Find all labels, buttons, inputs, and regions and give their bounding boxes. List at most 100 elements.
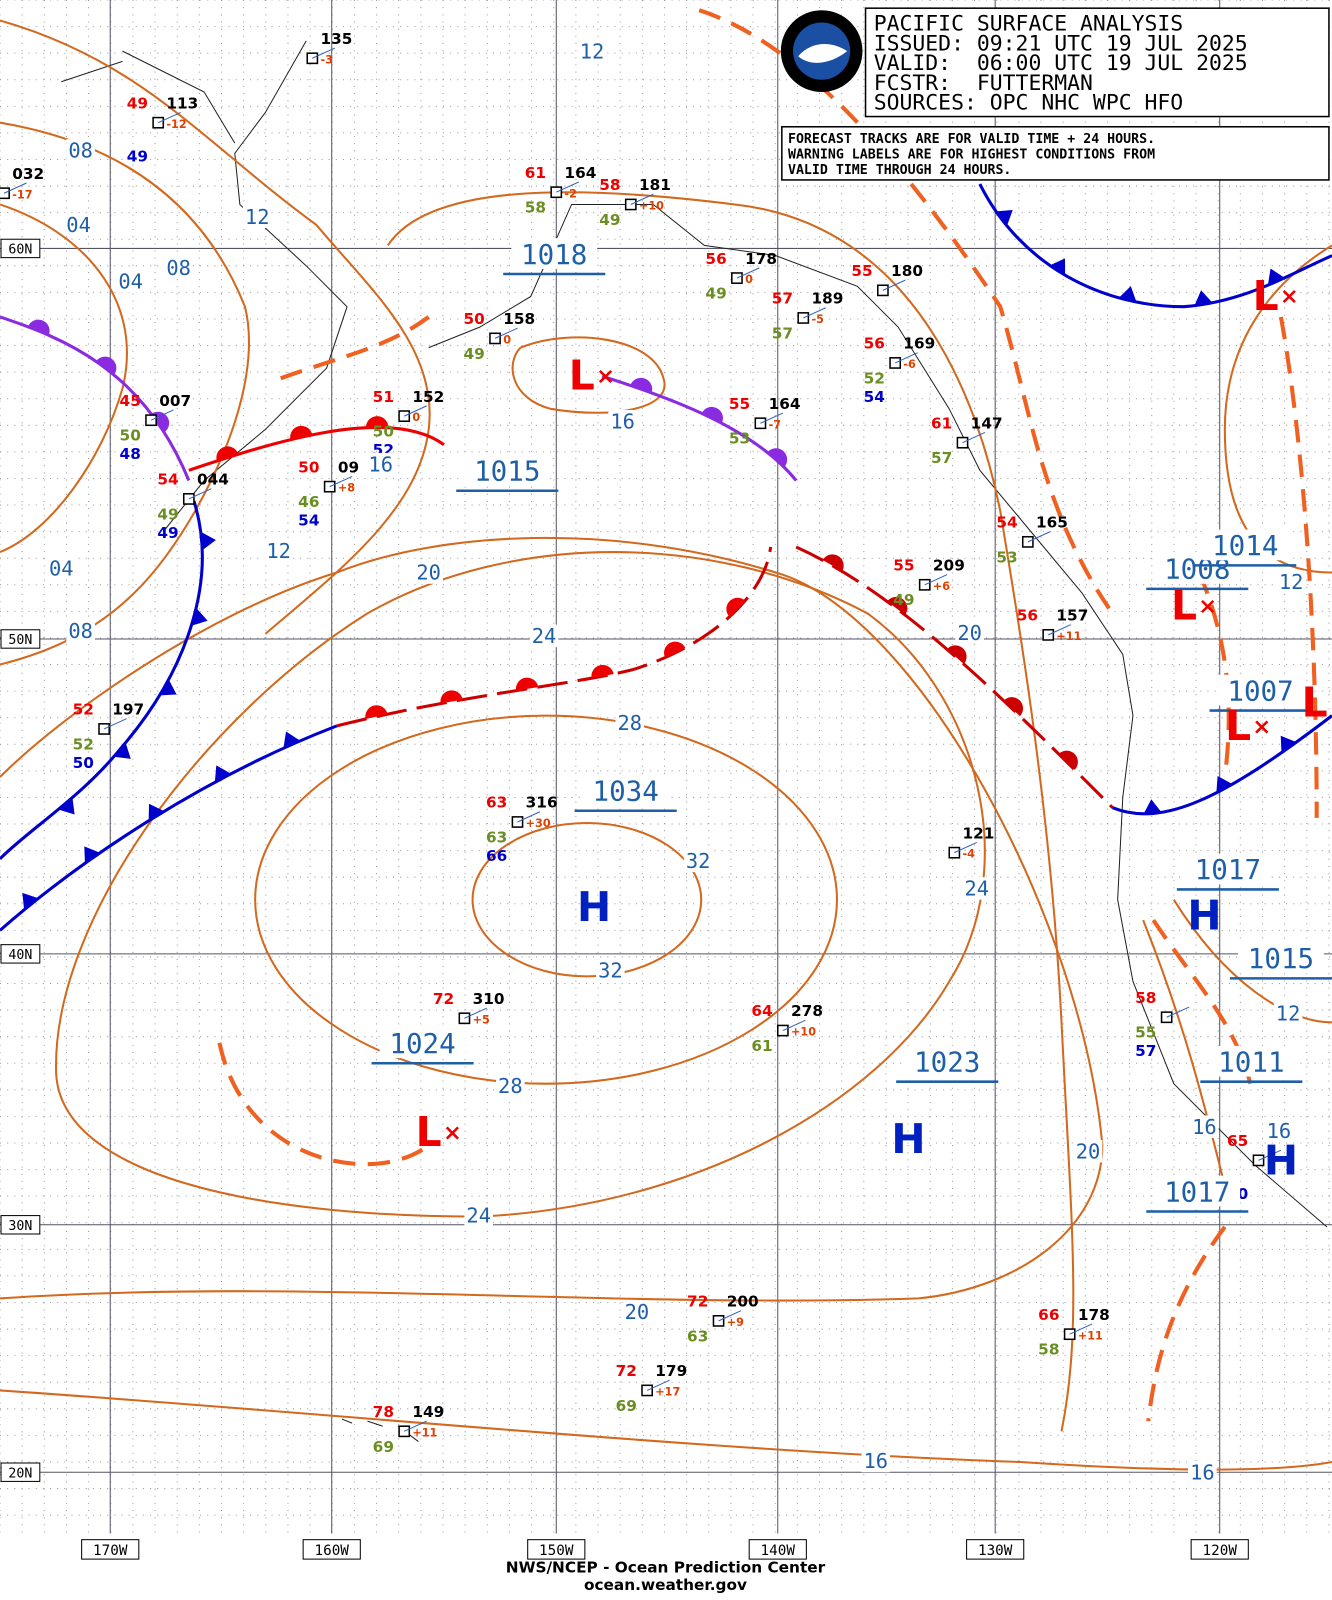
warm-front-bump bbox=[27, 319, 50, 336]
isobar bbox=[55, 551, 986, 1218]
station-sea-temp: 49 bbox=[157, 524, 178, 542]
lat-label: 30N bbox=[8, 1219, 32, 1234]
isobar-label-bg bbox=[577, 39, 607, 63]
lon-label-box bbox=[527, 1539, 586, 1560]
header-box bbox=[781, 7, 1330, 181]
isobar-label: 08 bbox=[166, 256, 191, 280]
pressure-label-bg bbox=[379, 1027, 466, 1059]
trough bbox=[698, 8, 1115, 615]
station-pressure: 197 bbox=[112, 701, 144, 719]
low-center-x: × bbox=[443, 1120, 462, 1146]
isobar-label: 20 bbox=[1076, 1139, 1101, 1163]
station-tendency: -5 bbox=[811, 313, 824, 326]
isobar-label-bg bbox=[242, 205, 272, 228]
pressure-label: 1017 bbox=[1195, 853, 1261, 886]
wind-barb bbox=[924, 574, 948, 586]
lat-label-box bbox=[0, 1215, 41, 1235]
warm-front-bump bbox=[1003, 697, 1024, 717]
low-center-x: × bbox=[596, 363, 615, 389]
wind-barb bbox=[157, 111, 181, 124]
station-pressure: 147 bbox=[971, 414, 1003, 432]
station-pressure: 178 bbox=[1078, 1306, 1110, 1324]
wind-barb bbox=[403, 405, 427, 417]
isobar bbox=[0, 536, 1104, 1302]
warm-front-bump bbox=[365, 705, 388, 719]
station-dewpoint: 53 bbox=[996, 548, 1017, 566]
station-dewpoint: 61 bbox=[751, 1037, 772, 1055]
isobar bbox=[254, 714, 838, 1085]
station-air-temp: 55 bbox=[893, 556, 914, 574]
station-dewpoint: 49 bbox=[157, 505, 178, 523]
notice-frame bbox=[781, 126, 1330, 181]
low-center-x: × bbox=[1198, 593, 1217, 619]
station-air-temp: 52 bbox=[73, 701, 94, 719]
wind-barb bbox=[312, 47, 335, 59]
station-pressure: 179 bbox=[655, 1362, 687, 1380]
station-tendency: -4 bbox=[963, 848, 976, 861]
station-dewpoint: 53 bbox=[729, 430, 750, 448]
station-air-temp: 54 bbox=[157, 471, 178, 489]
station-tendency: +11 bbox=[1056, 630, 1081, 643]
station-air-temp: 56 bbox=[864, 335, 885, 353]
station-air-temp: 65 bbox=[1227, 1132, 1248, 1150]
station-dewpoint: 58 bbox=[525, 199, 546, 217]
isobar-label-bg bbox=[962, 877, 992, 900]
notice-line: VALID TIME THROUGH 24 HOURS. bbox=[788, 163, 1011, 178]
pressure-label-bg bbox=[1185, 853, 1271, 885]
wind-barb bbox=[1048, 624, 1071, 636]
lon-label: 140W bbox=[761, 1543, 796, 1559]
wind-barb bbox=[464, 1007, 488, 1019]
isobar-label: 32 bbox=[686, 849, 711, 873]
isobar-label-bg bbox=[955, 621, 984, 645]
station-tendency: -12 bbox=[166, 118, 186, 131]
station-pressure: 169 bbox=[903, 335, 935, 353]
station-tendency: 0 bbox=[412, 411, 420, 424]
cold-front-barb bbox=[214, 765, 232, 783]
station-tendency: 0 bbox=[745, 273, 753, 286]
pressure-label-bg bbox=[511, 238, 598, 269]
station-tendency: +5 bbox=[473, 1013, 490, 1026]
lat-label-box bbox=[0, 238, 41, 259]
wind-barb bbox=[954, 841, 978, 854]
isobar-label-bg bbox=[1190, 1115, 1219, 1138]
station-sea-temp: 50 bbox=[73, 754, 94, 772]
low-center: L bbox=[1171, 582, 1197, 630]
wind-barb bbox=[150, 409, 174, 421]
front bbox=[0, 500, 204, 860]
isobar-label: 04 bbox=[66, 213, 91, 237]
pressure-label: 1014 bbox=[1212, 529, 1278, 562]
isobar-label: 16 bbox=[1192, 1115, 1217, 1139]
cold-front-barb bbox=[84, 846, 101, 864]
station-pressure: 200 bbox=[727, 1293, 759, 1311]
station-pressure: 178 bbox=[745, 250, 777, 268]
lon-label-box bbox=[748, 1539, 807, 1560]
wind-barb bbox=[760, 412, 784, 424]
station-dewpoint: 63 bbox=[687, 1327, 708, 1345]
station-pressure: 032 bbox=[12, 165, 44, 183]
wind-barb bbox=[894, 352, 918, 364]
front bbox=[0, 724, 338, 932]
wind-barb bbox=[188, 488, 212, 500]
notice-line: FORECAST TRACKS ARE FOR VALID TIME + 24 … bbox=[788, 132, 1155, 147]
station-air-temp: 63 bbox=[486, 794, 507, 812]
isobar-label: 24 bbox=[532, 624, 557, 648]
lon-label-box bbox=[302, 1539, 361, 1560]
isobar-label-bg bbox=[1273, 1001, 1303, 1025]
station-pressure: 181 bbox=[639, 176, 671, 194]
isobar-label: 20 bbox=[957, 621, 982, 645]
wind-barb bbox=[962, 431, 986, 444]
front bbox=[601, 374, 798, 482]
header-line: PACIFIC SURFACE ANALYSIS bbox=[874, 12, 1184, 37]
low-center: L bbox=[1253, 272, 1279, 320]
station-pressure: 189 bbox=[811, 290, 843, 308]
station-air-temp: 61 bbox=[525, 164, 546, 182]
isobar-label-bg bbox=[66, 139, 95, 162]
cold-front-barb bbox=[113, 742, 131, 759]
high-center: H bbox=[1264, 1137, 1298, 1185]
isobar-label: 28 bbox=[617, 711, 642, 735]
station-air-temp: 72 bbox=[616, 1362, 637, 1380]
station-air-temp: 56 bbox=[1017, 607, 1038, 625]
isobar-label-bg bbox=[414, 561, 443, 584]
